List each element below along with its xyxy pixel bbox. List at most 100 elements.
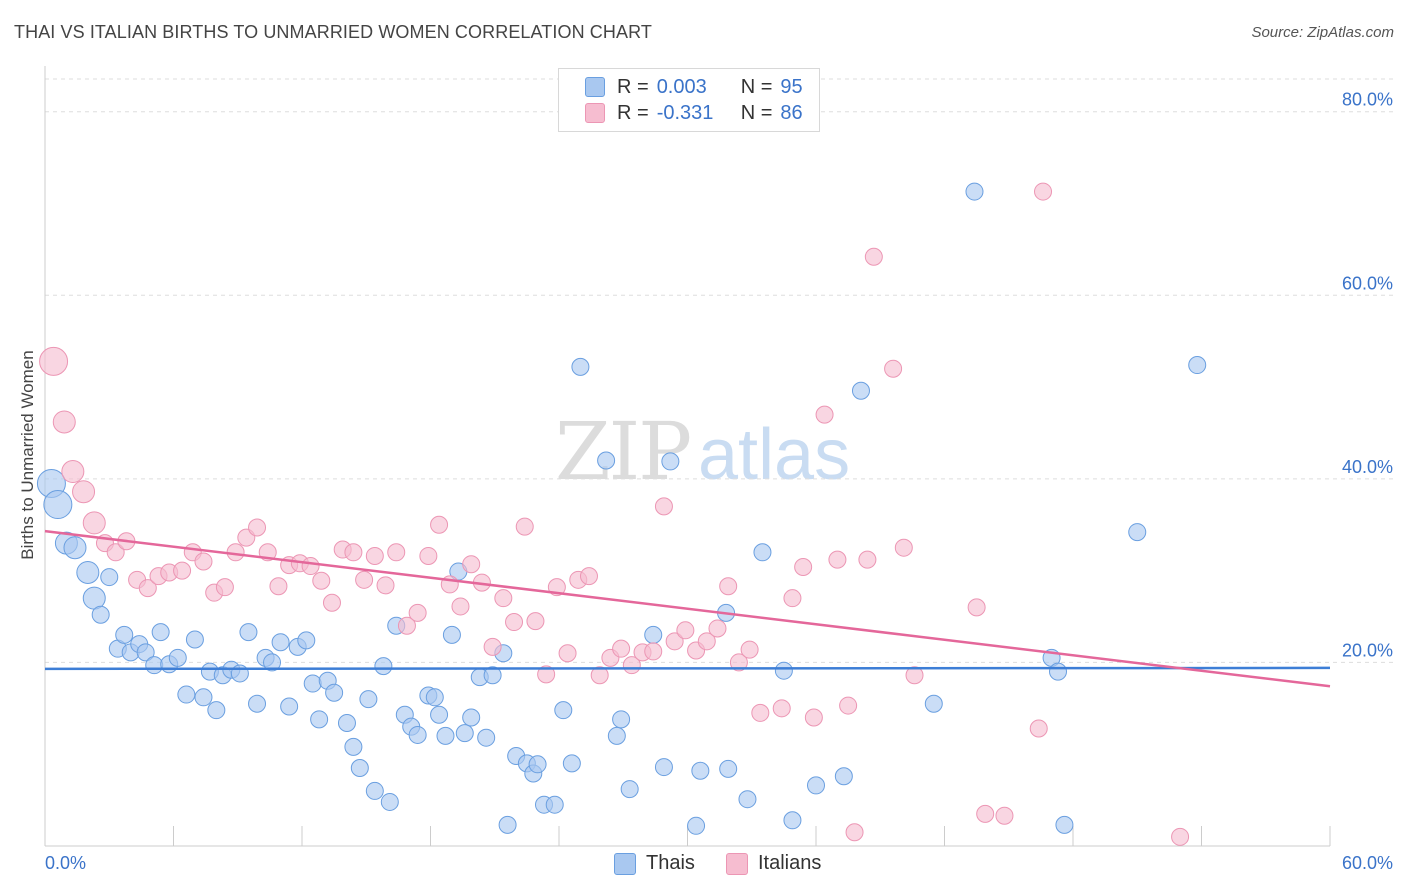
italians-point (269, 577, 288, 596)
y-tick-label: 80.0% (1342, 90, 1393, 110)
thais-point (1188, 356, 1207, 375)
italians-point (355, 570, 374, 589)
italians-point (740, 640, 759, 659)
thais-point (350, 758, 369, 777)
italians-point (72, 480, 96, 504)
thais-point (562, 754, 581, 773)
thais-point (91, 605, 110, 624)
thais-point (545, 795, 564, 814)
italians-point (526, 612, 545, 631)
thais-legend-label: Thais (646, 852, 695, 874)
italians-point (995, 806, 1014, 825)
italians-point (322, 593, 341, 612)
chart-title: THAI VS ITALIAN BIRTHS TO UNMARRIED WOME… (14, 22, 652, 42)
correlation-legend: R = 0.003 N = 95 R = -0.331 N = 86 (558, 68, 820, 132)
thais-point (1128, 523, 1147, 542)
thais-point (644, 625, 663, 644)
thais-point (1055, 815, 1074, 834)
italians-point (783, 589, 802, 608)
legend-row-thais: R = 0.003 N = 95 (585, 75, 803, 99)
italians-point (676, 621, 695, 640)
italians-swatch (585, 103, 605, 123)
series-legend: Thais Italians (0, 852, 1406, 876)
italians-point (864, 247, 883, 266)
thais-point (687, 816, 706, 835)
italians-point (82, 511, 106, 535)
italians-point (61, 460, 85, 484)
thais-point (774, 661, 793, 680)
italians-point (1171, 827, 1190, 846)
thais-point (239, 623, 258, 642)
italians-point (248, 518, 267, 537)
thais-point (597, 451, 616, 470)
thais-point (965, 182, 984, 201)
thais-point (834, 767, 853, 786)
thais-point (924, 694, 943, 713)
italians-point (751, 703, 770, 722)
italians-point (905, 666, 924, 685)
italians-point (708, 619, 727, 638)
thais-swatch (585, 77, 605, 97)
italians-point (1029, 719, 1048, 738)
thais-legend-swatch (614, 852, 636, 875)
italians-point (967, 598, 986, 617)
italians-legend-label: Italians (758, 852, 822, 874)
thais-point (719, 759, 738, 778)
italians-point (419, 546, 438, 565)
thais-point (783, 811, 802, 830)
italians-point (858, 550, 877, 569)
legend-item-italians[interactable]: Italians (726, 852, 821, 875)
italians-point (194, 552, 213, 571)
y-tick-label: 20.0% (1342, 640, 1393, 660)
thais-point (620, 780, 639, 799)
thais-point (528, 755, 547, 774)
italians-point (215, 578, 234, 597)
thais-point (408, 725, 427, 744)
thais-point (303, 674, 322, 693)
italians-point (884, 359, 903, 378)
italians-point (312, 571, 331, 590)
italians-n-label: N = (740, 101, 773, 124)
source-credit: Source: ZipAtlas.com (1251, 24, 1394, 41)
thais-point (145, 656, 164, 675)
thais-point (325, 683, 344, 702)
italians-legend-swatch (726, 852, 748, 875)
italians-point (729, 653, 748, 672)
italians-point (52, 410, 76, 434)
italians-point (344, 543, 363, 562)
italians-point (815, 405, 834, 424)
italians-point (408, 603, 427, 622)
italians-point (365, 546, 384, 565)
thais-point (607, 726, 626, 745)
italians-trend-line (44, 529, 1331, 688)
italians-point (138, 579, 157, 598)
italians-point (430, 515, 449, 534)
italians-point (462, 555, 481, 574)
thais-r-value: 0.003 (656, 75, 707, 98)
thais-point (477, 728, 496, 747)
legend-item-thais[interactable]: Thais (614, 852, 695, 875)
thais-point (1049, 662, 1068, 681)
thais-point (136, 643, 155, 662)
italians-point (828, 550, 847, 569)
italians-point (772, 699, 791, 718)
thais-point (455, 724, 474, 743)
italians-n-value: 86 (780, 101, 803, 124)
thais-point (194, 688, 213, 707)
thais-trend-line (44, 666, 1331, 671)
thais-point (691, 761, 710, 780)
italians-point (505, 613, 524, 632)
italians-point (794, 557, 813, 576)
italians-point (451, 597, 470, 616)
italians-point (976, 804, 995, 823)
thais-point (498, 815, 517, 834)
thais-point (43, 490, 73, 520)
italians-point (537, 665, 556, 684)
italians-r-value: -0.331 (656, 101, 714, 124)
thais-point (63, 536, 87, 560)
thais-point (271, 633, 290, 652)
x-tick-label: 60.0% (1342, 853, 1393, 873)
italians-r-label: R = (617, 101, 649, 124)
thais-point (115, 625, 134, 644)
italians-point (612, 639, 631, 658)
